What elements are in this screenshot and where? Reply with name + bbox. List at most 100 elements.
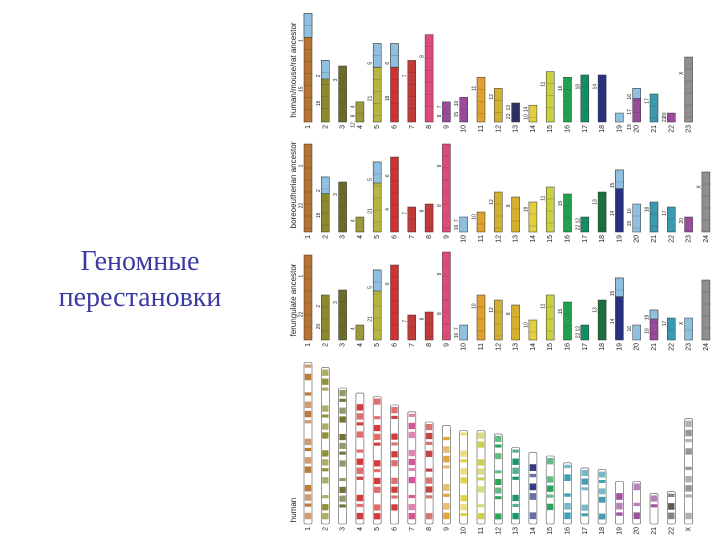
chromosome-block — [685, 485, 692, 492]
chromosome-number: 10 — [461, 125, 468, 133]
ancestral-chromosome: 19 18 21 — [645, 309, 659, 351]
chromosome-bar — [459, 216, 468, 233]
segment-label: 8 — [506, 204, 512, 207]
chromosome-number: 12 — [495, 527, 502, 535]
chromosome-block — [685, 429, 692, 437]
ancestral-chromosome: 1 22 1 — [299, 143, 313, 239]
ancestral-chromosome: 11 15 — [541, 186, 555, 243]
human-chromosome: X — [684, 418, 693, 532]
chromosome-bar — [597, 191, 607, 233]
ancestral-chromosome: 1 22 1 — [299, 254, 313, 347]
human-chromosome: 22 — [666, 491, 676, 535]
chromosome-block — [339, 416, 346, 423]
chromosome-block — [460, 504, 467, 511]
chromosome-block — [408, 503, 415, 511]
chromosome-number: 7 — [409, 125, 416, 129]
chromosome-block — [477, 459, 485, 466]
segment-label: 4 — [385, 208, 391, 211]
chromosome-block — [477, 486, 485, 493]
chromosome-bar — [597, 299, 607, 341]
segment-label: 8 — [420, 55, 426, 58]
chromosome-segment — [615, 169, 624, 189]
segment-label: 7 — [437, 105, 443, 108]
chromosome-block — [425, 486, 433, 493]
chromosome-block — [598, 496, 606, 503]
chromosome-block — [598, 513, 606, 520]
ancestral-chromosome: 24 — [701, 279, 711, 351]
chromosome-number: 17 — [582, 235, 589, 243]
chromosome-number: 20 — [634, 125, 641, 133]
segment-label: 22 — [575, 333, 581, 339]
chromosome-bar — [303, 143, 313, 233]
chromosome-block — [460, 495, 467, 502]
segment-label: 8 — [506, 312, 512, 315]
chromosome-block — [460, 477, 467, 484]
chromosome-block — [564, 512, 571, 520]
chromosome-bar — [338, 181, 347, 233]
chromosome-block — [633, 483, 640, 491]
chromosome-block — [391, 504, 398, 511]
chromosome-number: 7 — [409, 527, 416, 531]
chromosome-block — [685, 512, 692, 520]
human-chromosome: 5 — [372, 396, 382, 531]
chromosome-number: 22 — [668, 235, 675, 243]
chromosome-block — [581, 478, 588, 485]
chromosome-bar — [597, 74, 607, 123]
chromosome-block — [564, 464, 571, 469]
chromosome-block — [374, 477, 381, 485]
segment-label: 8 — [437, 114, 443, 117]
chromosome-number: 3 — [340, 125, 347, 129]
segment-label: 21 — [368, 208, 374, 214]
chromosome-block — [374, 424, 381, 432]
segment-label: 19 — [627, 221, 633, 227]
chromosome-number: 1 — [305, 343, 312, 347]
chromosome-number: 11 — [478, 527, 485, 534]
chromosome-block — [408, 413, 415, 417]
chromosome-block — [460, 459, 467, 463]
ancestral-chromosome: X 23 — [679, 317, 693, 351]
human-chromosome: 16 — [563, 462, 572, 535]
segment-label: 16 — [627, 94, 633, 100]
chromosome-block — [304, 420, 312, 424]
chromosome-segment — [372, 269, 382, 292]
chromosome-number: 18 — [599, 235, 606, 243]
chromosome-segment — [390, 43, 399, 68]
segment-label: 13 — [506, 105, 512, 111]
chromosome-bar — [511, 196, 520, 233]
chromosome-bar — [580, 74, 590, 123]
chromosome-block — [512, 512, 519, 520]
chromosome-block — [356, 467, 364, 474]
chromosome-outline — [424, 421, 434, 525]
chromosome-number: 2 — [322, 235, 329, 239]
segment-label: 20 — [679, 218, 685, 224]
ancestral-chromosome: 77 — [402, 60, 417, 129]
chromosome-block — [650, 495, 658, 502]
chromosome-block — [529, 512, 537, 520]
ancestral-chromosome: 66 — [385, 264, 399, 347]
segment-label: 18 — [316, 213, 322, 219]
chromosome-block — [685, 439, 692, 443]
ancestral-chromosome: 13 18 — [593, 191, 607, 243]
ancestral-chromosome: 77 — [402, 206, 417, 239]
chromosome-number: 9 — [443, 235, 450, 239]
segment-label: 19 — [523, 207, 529, 213]
chromosome-block — [529, 464, 537, 471]
chromosome-block — [460, 468, 467, 475]
chromosome-bar — [355, 324, 365, 341]
chromosome-number: 22 — [668, 125, 675, 133]
chromosome-bar — [494, 191, 503, 233]
segment-label: 4 — [350, 327, 356, 330]
ancestral-chromosome: 16 17 19 20 — [627, 88, 641, 133]
human-chromosome: 14 — [528, 452, 538, 535]
segment-label: 13 — [593, 307, 599, 313]
chromosome-bar — [424, 203, 434, 233]
chromosome-bar — [407, 60, 417, 123]
human-chromosome: 20 — [632, 481, 642, 535]
chromosome-bar — [684, 317, 693, 341]
chromosome-bar — [563, 193, 572, 233]
segment-label: 15 — [558, 309, 564, 315]
chromosome-block — [339, 442, 346, 449]
chromosome-number: 5 — [374, 235, 381, 239]
chromosome-block — [477, 441, 485, 448]
